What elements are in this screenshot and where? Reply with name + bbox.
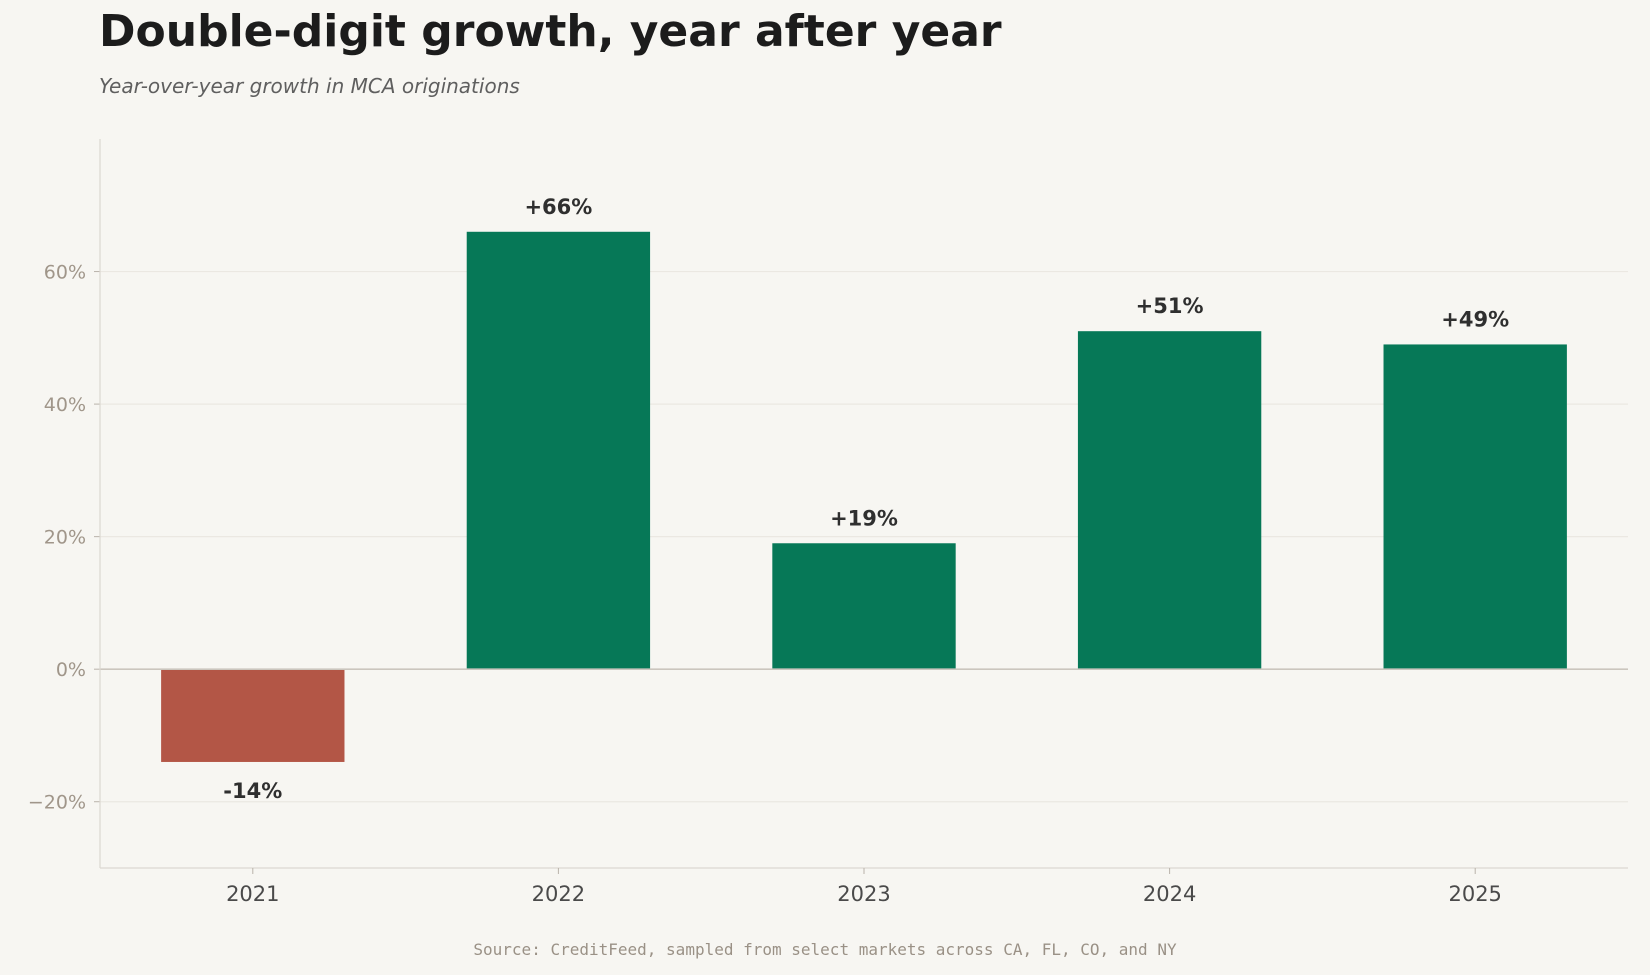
x-tick-label: 2021 bbox=[226, 882, 279, 906]
bar-2024 bbox=[1077, 331, 1262, 670]
x-tick-label: 2022 bbox=[532, 882, 585, 906]
bar-2025 bbox=[1383, 344, 1567, 670]
bar-2023 bbox=[772, 543, 956, 670]
chart-title: Double-digit growth, year after year bbox=[99, 6, 1002, 57]
x-tick-label: 2025 bbox=[1448, 882, 1501, 906]
gridlines bbox=[100, 270, 1628, 803]
axes bbox=[94, 139, 1628, 874]
y-tick-label: 0% bbox=[56, 659, 86, 681]
y-tick-label: 40% bbox=[44, 394, 86, 416]
data-label: -14% bbox=[223, 779, 282, 803]
bar-2021 bbox=[161, 669, 345, 762]
data-label: +51% bbox=[1136, 294, 1204, 318]
y-tick-label: −20% bbox=[28, 792, 86, 814]
data-label: +66% bbox=[524, 195, 592, 219]
labels: −20% 0% 20% 40% 60% -14% +66% +19% +51% +49% 2021 2… bbox=[28, 195, 1509, 906]
chart-subtitle: Year-over-year growth in MCA origination… bbox=[99, 74, 520, 98]
y-tick-label: 60% bbox=[44, 262, 86, 284]
source-note: Source: CreditFeed, sampled from select … bbox=[473, 940, 1177, 959]
x-tick-label: 2024 bbox=[1143, 882, 1196, 906]
bars bbox=[161, 231, 1567, 762]
data-label: +19% bbox=[830, 506, 898, 530]
x-tick-label: 2023 bbox=[837, 882, 890, 906]
data-label: +49% bbox=[1441, 307, 1509, 331]
y-tick-label: 20% bbox=[44, 527, 86, 549]
bar-2022 bbox=[466, 231, 651, 670]
